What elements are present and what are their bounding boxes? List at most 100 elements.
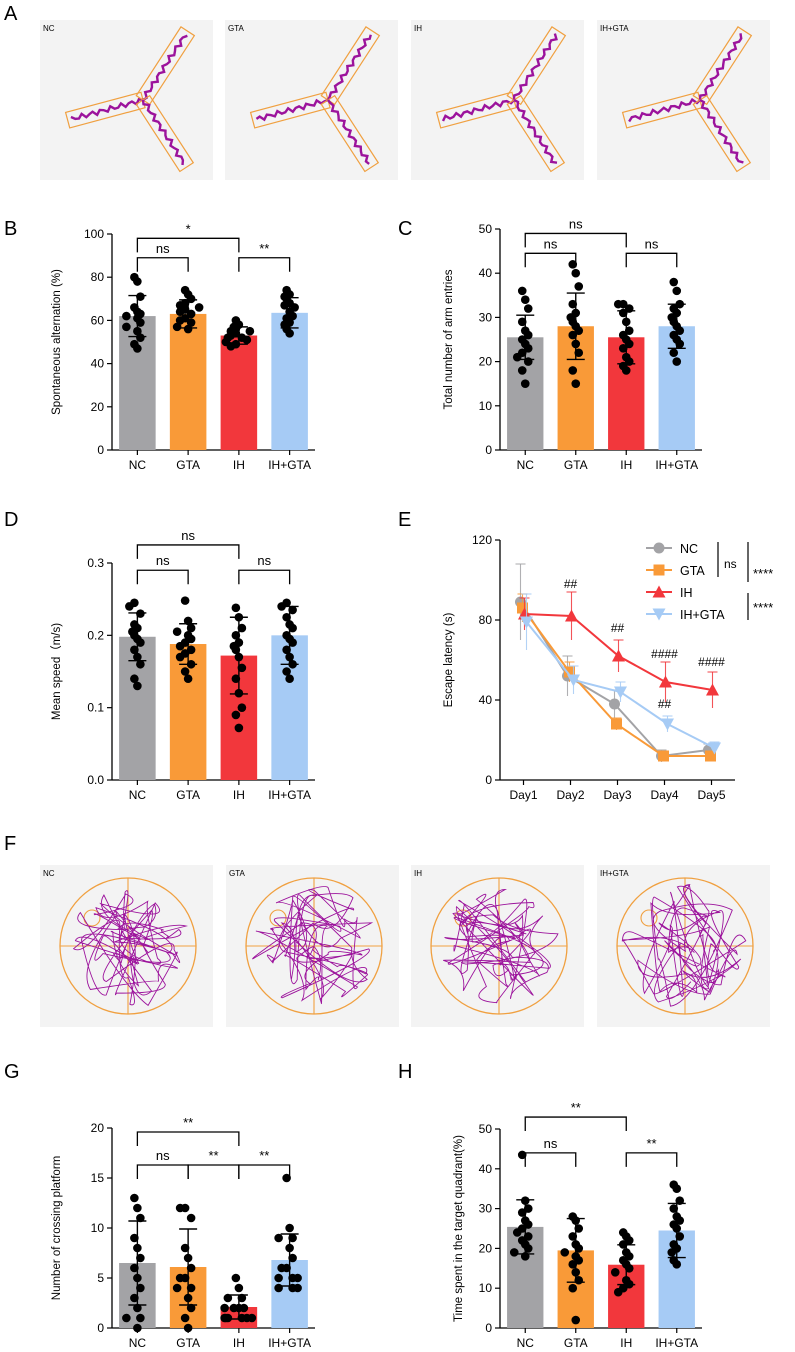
- significance-bracket: [524, 232, 627, 248]
- marker-triangle-down: [520, 616, 533, 629]
- data-point: [133, 1203, 142, 1213]
- data-point: [180, 1243, 190, 1253]
- maze-arm: [621, 91, 703, 129]
- x-tick-label: IH: [233, 1336, 245, 1350]
- data-point: [186, 318, 196, 327]
- significance-bracket: [524, 1152, 577, 1167]
- marker-square: [653, 564, 665, 576]
- data-point: [172, 322, 182, 332]
- y-tick-label: 80: [91, 270, 105, 284]
- data-point: [172, 1283, 182, 1293]
- data-point: [175, 1203, 185, 1213]
- data-point: [571, 268, 581, 278]
- x-tick-label: Day1: [509, 788, 537, 802]
- x-tick-label: IH: [620, 458, 632, 472]
- x-tick-label: IH+GTA: [655, 458, 698, 472]
- data-point: [136, 333, 145, 342]
- data-point: [237, 663, 247, 673]
- y-tick-label: 20: [479, 355, 493, 369]
- x-tick-label: IH+GTA: [655, 1336, 698, 1350]
- significance-label: ns: [181, 528, 195, 543]
- bar-gta: [169, 313, 207, 450]
- y-maze-track-icon: [249, 26, 381, 173]
- data-point: [130, 645, 139, 655]
- panel-f-letter: F: [4, 833, 16, 855]
- chart-d: D 0.0 0.1 0.2 0.3 Mean speed（m/s) NC GTA IH IH+GT…: [4, 509, 315, 802]
- marker-triangle-up: [659, 675, 672, 688]
- maze-arm: [435, 91, 517, 129]
- track-path: [141, 99, 185, 166]
- significance-label: ns: [156, 241, 170, 256]
- data-point: [226, 342, 236, 351]
- data-point: [234, 723, 244, 733]
- data-point: [288, 623, 297, 633]
- data-point: [122, 322, 131, 332]
- marker-square: [611, 718, 622, 730]
- y-tick-label: 10: [479, 399, 493, 413]
- data-point: [568, 1283, 578, 1293]
- data-point: [220, 1313, 229, 1323]
- data-point: [133, 344, 142, 353]
- track-path: [512, 33, 558, 101]
- data-point: [675, 326, 685, 335]
- significance-label: ns: [156, 1148, 170, 1163]
- data-point: [172, 627, 182, 637]
- data-point: [523, 1244, 533, 1253]
- data-point: [512, 352, 522, 362]
- track-path: [628, 97, 701, 123]
- data-point: [624, 339, 634, 349]
- data-point: [175, 316, 185, 325]
- legend-stat: ****: [753, 600, 773, 615]
- data-point: [282, 612, 291, 622]
- water-maze-track-icon: [430, 877, 568, 1015]
- x-tick-label: IH+GTA: [268, 788, 311, 802]
- watermaze-image-label: IH: [414, 869, 422, 878]
- data-point: [130, 1293, 139, 1303]
- y-tick-label: 20: [91, 400, 105, 414]
- y-tick-label: 100: [84, 227, 104, 241]
- data-point: [574, 348, 584, 358]
- hash-annotation: ##: [564, 577, 578, 591]
- significance-bracket: [238, 257, 291, 272]
- chart-c: C 0 10 20 30 40 50 Total number of arm entries N…: [398, 216, 702, 472]
- data-point: [175, 1273, 185, 1283]
- x-tick-label: NC: [517, 1336, 535, 1350]
- panel-letter: H: [398, 1061, 412, 1083]
- data-point: [180, 667, 190, 676]
- legend-label: GTA: [680, 564, 705, 578]
- significance-bracket: [625, 252, 678, 268]
- chart-e: E 0 40 80 120 Escape latency (s) Day1 Day2 Day3 D…: [398, 509, 773, 802]
- data-point: [223, 1293, 233, 1303]
- marker-triangle-up: [652, 585, 666, 598]
- maze-arm: [320, 94, 380, 173]
- data-point: [136, 318, 145, 327]
- ymaze-image-label: IH+GTA: [600, 24, 629, 33]
- significance-label: ns: [156, 553, 170, 568]
- track-path: [698, 33, 743, 101]
- significance-bracket: [238, 1164, 291, 1179]
- data-point: [130, 674, 139, 684]
- y-tick-label: 0: [485, 1321, 492, 1335]
- ymaze-image-nc: NC: [40, 20, 213, 180]
- data-point: [517, 1208, 527, 1217]
- data-point: [125, 602, 134, 611]
- data-point: [574, 1224, 584, 1233]
- ymaze-image-ih-gta: IH+GTA: [597, 20, 770, 180]
- data-point: [186, 1303, 196, 1313]
- data-point: [282, 667, 291, 676]
- significance-label: ns: [569, 216, 583, 231]
- data-point: [523, 330, 533, 340]
- significance-label: **: [259, 241, 269, 256]
- significance-bracket: [136, 237, 240, 253]
- chart-g: G 0 5 10 15 20 Number of crossing platform NC GT…: [4, 1061, 315, 1350]
- swim-path: [621, 884, 747, 1007]
- data-point: [568, 1260, 578, 1269]
- panel-letter: D: [4, 509, 18, 531]
- x-tick-label: NC: [517, 458, 535, 472]
- hash-annotation: ##: [611, 621, 625, 635]
- marker-triangle-up: [706, 683, 719, 696]
- data-point: [568, 366, 578, 375]
- significance-label: ns: [544, 1136, 558, 1151]
- data-point: [293, 1283, 302, 1293]
- marker-triangle-down: [652, 608, 666, 621]
